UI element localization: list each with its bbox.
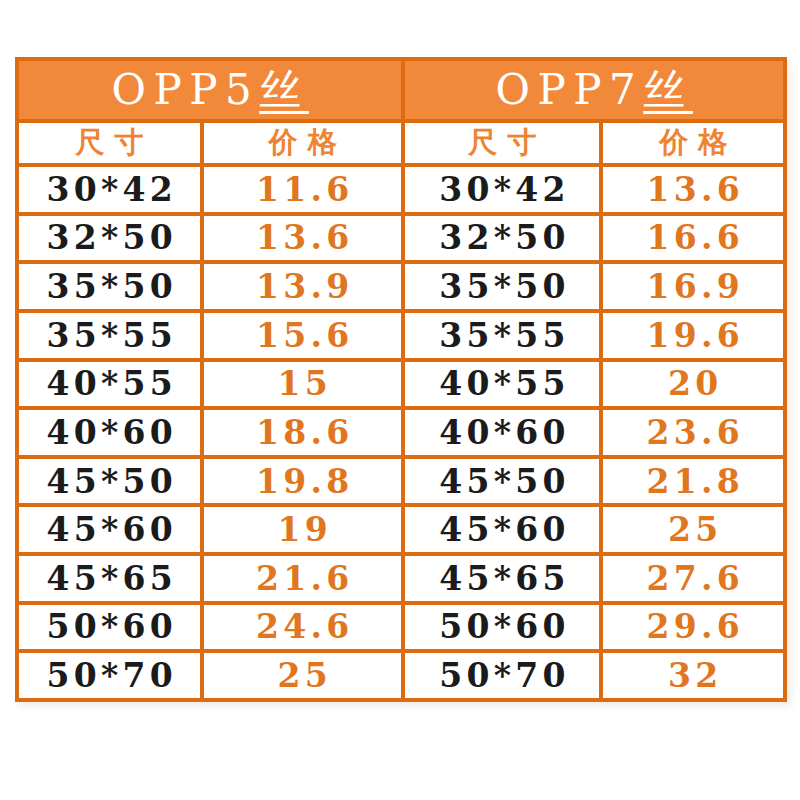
size-cell-right: 40*60 bbox=[403, 408, 601, 457]
table-row: 50*702550*7032 bbox=[17, 651, 785, 700]
table-row: 45*5019.845*5021.8 bbox=[17, 457, 785, 506]
price-table-container: OPP5丝 OPP7丝 尺寸 价格 尺寸 价格 30*4211.630*4213… bbox=[15, 57, 787, 702]
col-header-size-right: 尺寸 bbox=[403, 121, 601, 165]
price-cell-left: 15 bbox=[202, 360, 403, 409]
size-cell-left: 50*70 bbox=[17, 651, 202, 700]
price-cell-right: 16.6 bbox=[601, 214, 785, 263]
price-cell-right: 32 bbox=[601, 651, 785, 700]
section-title-opp7-unit: 丝 bbox=[643, 65, 693, 114]
size-cell-left: 35*55 bbox=[17, 311, 202, 360]
size-cell-right: 45*50 bbox=[403, 457, 601, 506]
size-cell-right: 50*60 bbox=[403, 603, 601, 652]
table-row: 40*6018.640*6023.6 bbox=[17, 408, 785, 457]
size-cell-left: 45*65 bbox=[17, 554, 202, 603]
price-cell-left: 25 bbox=[202, 651, 403, 700]
section-title-row: OPP5丝 OPP7丝 bbox=[17, 59, 785, 121]
price-cell-right: 29.6 bbox=[601, 603, 785, 652]
size-cell-right: 35*55 bbox=[403, 311, 601, 360]
section-title-opp5: OPP5丝 bbox=[17, 59, 403, 121]
size-cell-left: 30*42 bbox=[17, 165, 202, 214]
price-cell-right: 16.9 bbox=[601, 262, 785, 311]
price-cell-left: 19 bbox=[202, 505, 403, 554]
table-row: 32*5013.632*5016.6 bbox=[17, 214, 785, 263]
section-title-opp7-text: OPP7 bbox=[495, 65, 643, 114]
price-table: OPP5丝 OPP7丝 尺寸 价格 尺寸 价格 30*4211.630*4213… bbox=[15, 57, 787, 702]
size-cell-left: 50*60 bbox=[17, 603, 202, 652]
size-cell-right: 35*50 bbox=[403, 262, 601, 311]
col-header-price-right: 价格 bbox=[601, 121, 785, 165]
table-row: 45*6521.645*6527.6 bbox=[17, 554, 785, 603]
price-cell-left: 24.6 bbox=[202, 603, 403, 652]
size-cell-left: 32*50 bbox=[17, 214, 202, 263]
size-cell-left: 35*50 bbox=[17, 262, 202, 311]
price-cell-right: 25 bbox=[601, 505, 785, 554]
size-cell-right: 50*70 bbox=[403, 651, 601, 700]
size-cell-right: 45*65 bbox=[403, 554, 601, 603]
size-cell-right: 32*50 bbox=[403, 214, 601, 263]
size-cell-left: 45*50 bbox=[17, 457, 202, 506]
section-title-opp5-text: OPP5 bbox=[111, 65, 259, 114]
table-row: 30*4211.630*4213.6 bbox=[17, 165, 785, 214]
price-cell-left: 15.6 bbox=[202, 311, 403, 360]
size-cell-left: 40*60 bbox=[17, 408, 202, 457]
table-row: 35*5013.935*5016.9 bbox=[17, 262, 785, 311]
size-cell-left: 45*60 bbox=[17, 505, 202, 554]
price-cell-left: 13.9 bbox=[202, 262, 403, 311]
price-cell-right: 21.8 bbox=[601, 457, 785, 506]
table-row: 35*5515.635*5519.6 bbox=[17, 311, 785, 360]
page: OPP5丝 OPP7丝 尺寸 价格 尺寸 价格 30*4211.630*4213… bbox=[0, 0, 800, 800]
price-cell-left: 19.8 bbox=[202, 457, 403, 506]
table-body: 30*4211.630*4213.632*5013.632*5016.635*5… bbox=[17, 165, 785, 700]
size-cell-right: 40*55 bbox=[403, 360, 601, 409]
price-cell-right: 27.6 bbox=[601, 554, 785, 603]
price-cell-left: 11.6 bbox=[202, 165, 403, 214]
size-cell-right: 30*42 bbox=[403, 165, 601, 214]
section-title-opp5-unit: 丝 bbox=[259, 65, 309, 114]
col-header-size-left: 尺寸 bbox=[17, 121, 202, 165]
price-cell-left: 18.6 bbox=[202, 408, 403, 457]
price-cell-right: 23.6 bbox=[601, 408, 785, 457]
price-cell-right: 20 bbox=[601, 360, 785, 409]
section-title-opp7: OPP7丝 bbox=[403, 59, 785, 121]
table-row: 45*601945*6025 bbox=[17, 505, 785, 554]
price-cell-right: 13.6 bbox=[601, 165, 785, 214]
size-cell-left: 40*55 bbox=[17, 360, 202, 409]
table-row: 50*6024.650*6029.6 bbox=[17, 603, 785, 652]
price-cell-right: 19.6 bbox=[601, 311, 785, 360]
col-header-price-left: 价格 bbox=[202, 121, 403, 165]
price-cell-left: 13.6 bbox=[202, 214, 403, 263]
price-cell-left: 21.6 bbox=[202, 554, 403, 603]
table-row: 40*551540*5520 bbox=[17, 360, 785, 409]
size-cell-right: 45*60 bbox=[403, 505, 601, 554]
column-header-row: 尺寸 价格 尺寸 价格 bbox=[17, 121, 785, 165]
